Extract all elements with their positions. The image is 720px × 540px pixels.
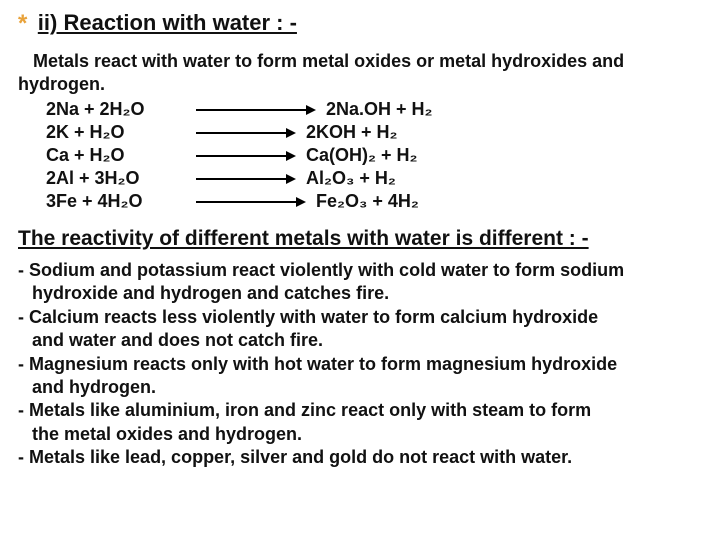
- note-line: - Metals like lead, copper, silver and g…: [18, 446, 702, 469]
- reaction-row: 2Na + 2H₂O 2Na.OH + H₂: [46, 98, 702, 121]
- note-line: - Metals like aluminium, iron and zinc r…: [18, 399, 702, 422]
- note-line: - Calcium reacts less violently with wat…: [18, 306, 702, 329]
- arrow-icon: [196, 174, 296, 184]
- title-row: * ii) Reaction with water : -: [18, 10, 702, 38]
- note-line: and water and does not catch fire.: [18, 329, 702, 352]
- intro-block: Metals react with water to form metal ox…: [18, 50, 702, 95]
- intro-line-2: hydrogen.: [18, 73, 702, 96]
- subsection-heading: The reactivity of different metals with …: [18, 227, 702, 251]
- reaction-lhs: 2Al + 3H₂O: [46, 167, 196, 190]
- notes-list: - Sodium and potassium react violently w…: [18, 259, 702, 470]
- reaction-row: 3Fe + 4H₂O Fe₂O₃ + 4H₂: [46, 190, 702, 213]
- reaction-row: Ca + H₂O Ca(OH)₂ + H₂: [46, 144, 702, 167]
- reaction-rhs: 2KOH + H₂: [306, 121, 398, 144]
- arrow-icon: [196, 151, 296, 161]
- arrow-icon: [196, 128, 296, 138]
- note-line: hydroxide and hydrogen and catches fire.: [18, 282, 702, 305]
- note-line: - Sodium and potassium react violently w…: [18, 259, 702, 282]
- note-line: and hydrogen.: [18, 376, 702, 399]
- arrow-icon: [196, 197, 306, 207]
- reaction-row: 2Al + 3H₂O Al₂O₃ + H₂: [46, 167, 702, 190]
- reaction-lhs: Ca + H₂O: [46, 144, 196, 167]
- note-line: - Magnesium reacts only with hot water t…: [18, 353, 702, 376]
- reaction-lhs: 2K + H₂O: [46, 121, 196, 144]
- reaction-lhs: 2Na + 2H₂O: [46, 98, 196, 121]
- intro-line-1: Metals react with water to form metal ox…: [18, 50, 702, 73]
- reaction-rhs: 2Na.OH + H₂: [326, 98, 433, 121]
- note-line: the metal oxides and hydrogen.: [18, 423, 702, 446]
- reaction-rhs: Ca(OH)₂ + H₂: [306, 144, 418, 167]
- reaction-rhs: Fe₂O₃ + 4H₂: [316, 190, 419, 213]
- arrow-icon: [196, 105, 316, 115]
- reaction-row: 2K + H₂O 2KOH + H₂: [46, 121, 702, 144]
- bullet-star: *: [18, 10, 27, 37]
- reactions-list: 2Na + 2H₂O 2Na.OH + H₂ 2K + H₂O 2KOH + H…: [46, 98, 702, 213]
- reaction-rhs: Al₂O₃ + H₂: [306, 167, 396, 190]
- section-heading: ii) Reaction with water : -: [38, 10, 297, 36]
- reaction-lhs: 3Fe + 4H₂O: [46, 190, 196, 213]
